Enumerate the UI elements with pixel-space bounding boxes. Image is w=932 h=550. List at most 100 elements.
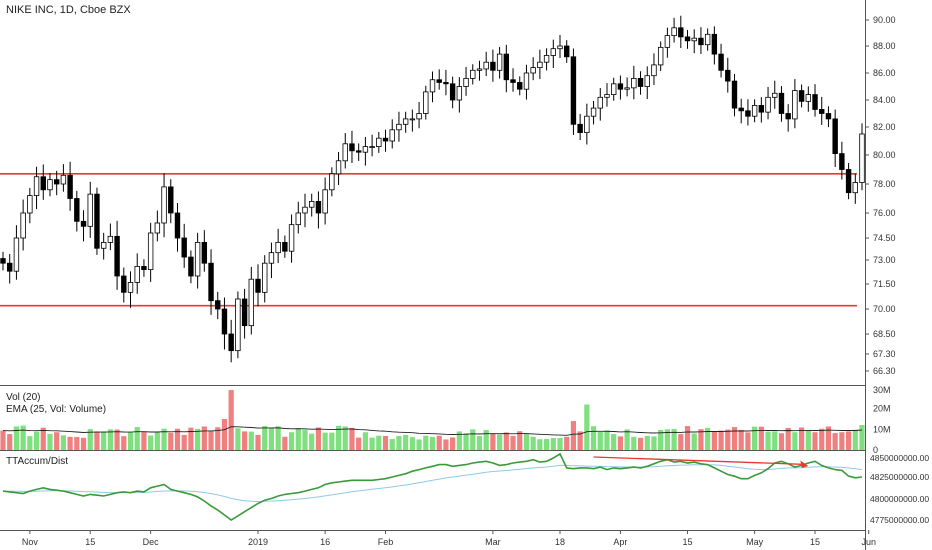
candle-up <box>396 123 402 131</box>
candle-down <box>758 105 765 113</box>
volume-bar-down <box>7 434 13 450</box>
candle-down <box>577 123 583 134</box>
price-tick-label: 88.00 <box>873 41 896 51</box>
price-tick-label: 82.00 <box>873 122 896 132</box>
volume-bar-down <box>168 432 174 450</box>
candle-down <box>382 137 389 142</box>
candle-up <box>470 69 476 79</box>
volume-bar-down <box>241 431 248 450</box>
price-tick-label: 73.00 <box>873 255 896 265</box>
candle-up <box>268 252 275 264</box>
volume-bar-up <box>611 434 617 450</box>
candle-down <box>74 198 80 222</box>
candle-up <box>557 45 563 50</box>
volume-bar-up <box>765 431 771 450</box>
volume-bar-up <box>107 429 113 450</box>
volume-bar-down <box>637 437 644 450</box>
candle-up <box>100 241 107 249</box>
volume-bar-down <box>490 433 496 450</box>
candle-up <box>590 107 597 117</box>
candle-up <box>772 92 778 98</box>
volume-bar-up <box>530 436 536 450</box>
volume-bar-down <box>54 432 60 450</box>
volume-bar-down <box>201 426 207 450</box>
volume-tick-label: 30M <box>873 385 891 395</box>
volume-bar-down <box>819 428 825 450</box>
volume-bar-up <box>60 435 66 450</box>
tt-tick-label: 4850000000.00 <box>870 453 929 463</box>
candle-down <box>355 150 362 153</box>
price-tick-label: 70.00 <box>873 304 896 314</box>
volume-bar-down <box>282 436 288 450</box>
candle-down <box>141 265 147 270</box>
candle-down <box>80 220 87 227</box>
volume-bar-up <box>456 431 462 450</box>
candle-up <box>194 241 201 277</box>
candle-up <box>302 206 308 214</box>
volume-bar-down <box>745 432 751 450</box>
candle-down <box>698 37 704 46</box>
candle-up <box>20 212 26 239</box>
volume-bar-up <box>309 433 315 450</box>
volume-bar-up <box>329 432 335 450</box>
time-tick-label: Apr <box>613 537 627 547</box>
candle-down <box>617 83 624 90</box>
volume-bar-down <box>181 434 187 450</box>
price-tick-label: 68.50 <box>873 329 896 339</box>
volume-bar-up <box>101 431 107 450</box>
candle-up <box>154 222 161 234</box>
volume-bar-up <box>13 426 20 450</box>
candle-down <box>637 78 644 87</box>
volume-bar-up <box>33 431 40 450</box>
volume-bar-up <box>590 426 597 450</box>
volume-bar-up <box>705 427 711 450</box>
volume-bar-up <box>470 429 476 450</box>
candle-up <box>147 232 154 270</box>
volume-bar-up <box>483 429 489 450</box>
candle-up <box>288 224 295 252</box>
volume-ema-line <box>2 426 863 436</box>
volume-bar-up <box>235 428 241 450</box>
volume-bar-up <box>409 437 415 450</box>
volume-bar-down <box>725 429 731 450</box>
candle-up <box>127 281 134 293</box>
candle-up <box>295 212 301 226</box>
price-tick-label: 76.00 <box>873 208 896 218</box>
volume-bar-down <box>503 432 509 450</box>
volume-bar-down <box>711 431 717 450</box>
volume-tick-label: 10M <box>873 424 891 434</box>
volume-bar-up <box>584 404 590 450</box>
volume-bar-down <box>731 427 738 450</box>
volume-bar-up <box>651 436 657 450</box>
volume-bar-down <box>570 421 577 450</box>
time-tick-label: Mar <box>485 537 501 547</box>
volume-bar-up <box>805 429 811 450</box>
candle-down <box>121 275 127 293</box>
tt-accum-dist-line <box>2 452 863 521</box>
candle-down <box>436 79 442 83</box>
volume-bar-up <box>396 435 402 450</box>
candle-up <box>275 241 281 254</box>
candle-down <box>510 79 516 83</box>
volume-bar-down <box>94 431 100 450</box>
volume-tick-label: 0 <box>873 445 878 455</box>
volume-bar-up <box>47 433 53 450</box>
candle-down <box>349 143 355 152</box>
candle-down <box>174 212 181 239</box>
candle-up <box>309 200 315 208</box>
volume-bar-up <box>403 434 409 450</box>
volume-bar-down <box>577 431 583 450</box>
candle-up <box>47 179 53 191</box>
volume-bar-down <box>785 427 791 450</box>
volume-bar-up <box>342 426 348 450</box>
candle-down <box>825 113 832 120</box>
candle-up <box>262 262 268 293</box>
time-tick-label: Nov <box>22 537 39 547</box>
candle-down <box>221 308 228 335</box>
time-tick-label: 15 <box>810 537 820 547</box>
volume-bar-down <box>443 439 449 450</box>
volume-bar-up <box>859 424 865 450</box>
tt-pane-title: TTAccum/Dist <box>6 456 69 467</box>
candle-down <box>228 333 234 352</box>
